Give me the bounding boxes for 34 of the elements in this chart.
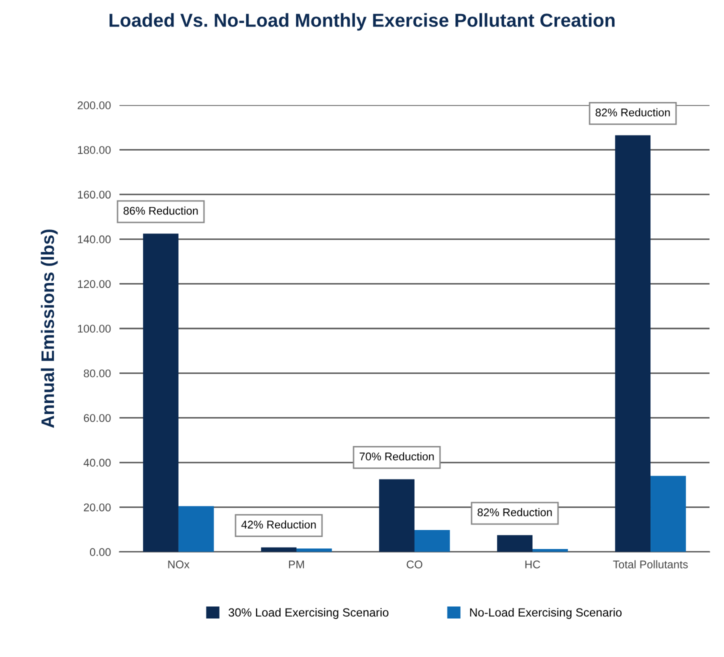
y-tick-label: 160.00 bbox=[78, 190, 111, 199]
annotation: 82% Reduction bbox=[596, 108, 670, 116]
bar bbox=[379, 479, 414, 552]
x-tick-label: PM bbox=[289, 560, 304, 568]
bar bbox=[296, 548, 332, 552]
y-tick-label: 0.00 bbox=[90, 548, 111, 556]
y-tick-label: 140.00 bbox=[78, 235, 111, 244]
bar bbox=[615, 135, 651, 552]
annotation: 42% Reduction bbox=[241, 520, 316, 529]
annotation: 82% Reduction bbox=[478, 508, 552, 516]
y-tick-label: 60.00 bbox=[84, 414, 111, 422]
bar bbox=[650, 476, 686, 552]
bar bbox=[143, 234, 178, 552]
y-tick-label: 80.00 bbox=[84, 369, 111, 378]
y-tick-label: 100.00 bbox=[78, 324, 111, 333]
bar bbox=[261, 547, 296, 552]
annotation: 86% Reduction bbox=[124, 206, 198, 215]
x-tick-label: CO bbox=[406, 560, 422, 568]
y-tick-label: 40.00 bbox=[84, 458, 111, 467]
chart-title: Loaded Vs. No-Load Monthly Exercise Pollutant Creation bbox=[110, 13, 615, 31]
legend-label: 30% Load Exercising Scenario bbox=[228, 608, 388, 619]
bar bbox=[414, 530, 450, 552]
bar bbox=[178, 506, 214, 552]
annotation: 70% Reduction bbox=[360, 452, 434, 460]
bar bbox=[497, 535, 532, 552]
y-tick-label: 200.00 bbox=[78, 101, 111, 110]
y-axis-title: Annual Emissions (lbs) bbox=[40, 230, 58, 428]
y-tick-label: 20.00 bbox=[84, 503, 111, 512]
x-tick-label: NOx bbox=[168, 560, 190, 568]
x-tick-label: HC bbox=[525, 560, 540, 568]
x-tick-label: Total Pollutants bbox=[613, 560, 688, 568]
y-tick-label: 120.00 bbox=[78, 280, 111, 288]
legend-label: No-Load Exercising Scenario bbox=[470, 608, 622, 619]
y-tick-label: 180.00 bbox=[78, 146, 111, 154]
